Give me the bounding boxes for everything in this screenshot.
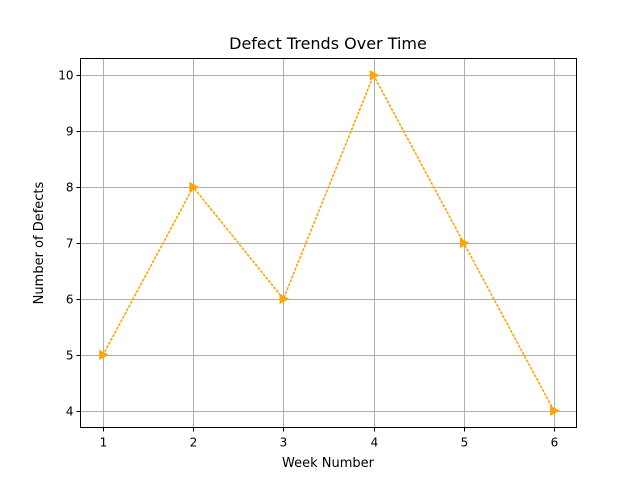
x-axis-label: Week Number [282,456,375,471]
x-tick-label: 5 [461,436,469,450]
data-point-marker [189,181,200,193]
y-tick-label: 9 [66,125,74,139]
y-tick-label: 8 [66,181,74,195]
data-point-marker [369,70,380,81]
x-axis-ticks: 1 2 3 4 5 6 [100,427,559,450]
data-point-marker [279,293,290,305]
data-point-marker [99,349,109,360]
y-tick-label: 6 [66,293,74,307]
data-point-marker [459,237,470,249]
x-tick-label: 4 [371,436,379,450]
data-point-marker [550,405,560,416]
x-tick-label: 6 [551,436,559,450]
y-tick-label: 5 [66,349,74,363]
y-axis-label: Number of Defects [32,181,47,304]
y-axis-ticks: 4 5 6 7 8 9 10 [58,69,81,419]
series-line [102,73,555,412]
series-defects [99,70,560,416]
x-tick-label: 2 [190,436,198,450]
x-tick-label: 1 [100,436,108,450]
y-tick-label: 4 [66,405,74,419]
grid [80,58,577,428]
y-tick-label: 10 [58,69,73,83]
y-tick-label: 7 [66,237,74,251]
chart-title: Defect Trends Over Time [229,34,427,53]
x-tick-label: 3 [280,436,288,450]
